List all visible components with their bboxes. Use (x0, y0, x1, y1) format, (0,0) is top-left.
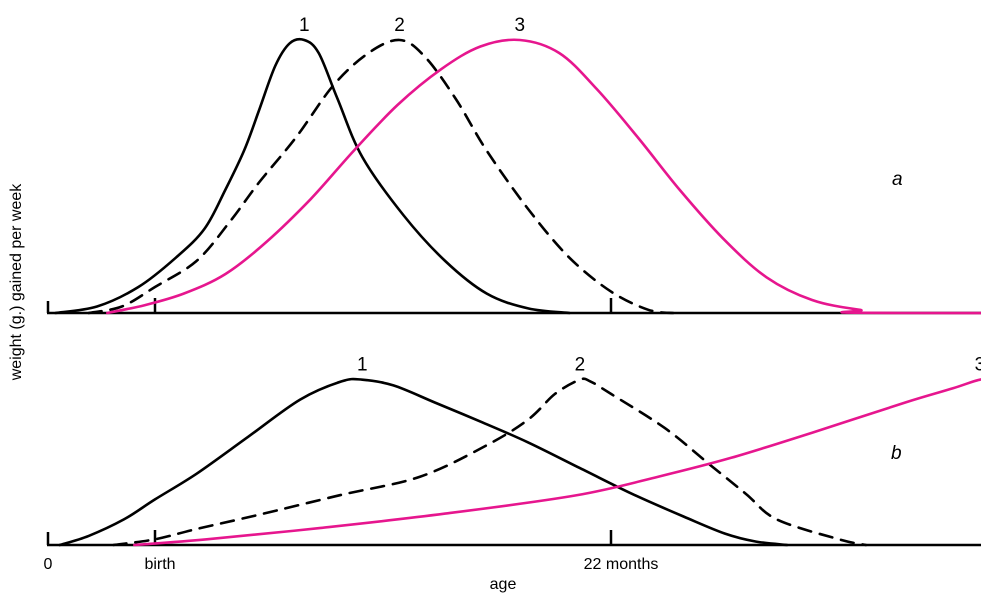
x-tick-label-22-months: 22 months (584, 556, 659, 573)
panel-b-curves: 1 2 3 (58, 355, 981, 547)
panel-b-series-2-line (112, 377, 868, 547)
panel-b-series-1-label: 1 (357, 355, 368, 376)
panel-a-series-3-line (106, 38, 981, 315)
panel-b-series-2-label: 2 (575, 355, 586, 376)
panel-b-series-1-line (58, 377, 789, 547)
panel-a-series-3-label: 3 (515, 15, 526, 36)
panel-b: 1 2 3 b (46, 355, 981, 547)
x-tick-label-birth: birth (144, 556, 175, 573)
panel-a: 1 2 3 a (46, 15, 981, 315)
panel-a-series-1-line (54, 37, 571, 315)
panel-b-series-3-line (133, 378, 981, 547)
panel-b-label: b (891, 443, 902, 464)
panel-b-series-3-label: 3 (975, 355, 981, 376)
x-tick-label-0: 0 (44, 556, 53, 573)
y-axis-label: weight (g.) gained per week (8, 183, 25, 382)
panel-a-label: a (892, 169, 903, 190)
panel-a-series-2-label: 2 (394, 15, 405, 36)
panel-a-curves: 1 2 3 (54, 15, 981, 315)
panel-a-series-2-line (87, 38, 675, 315)
x-axis-label: age (490, 576, 517, 593)
panel-a-series-1-label: 1 (299, 15, 310, 36)
